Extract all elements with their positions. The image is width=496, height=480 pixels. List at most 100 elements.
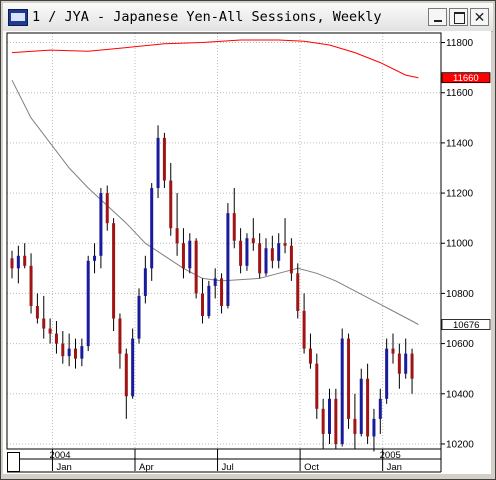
- candle-body: [220, 278, 224, 306]
- candle: [105, 185, 109, 231]
- candle: [188, 233, 192, 274]
- candle: [169, 162, 173, 236]
- candle-body: [194, 240, 198, 294]
- candle: [277, 233, 281, 269]
- x-tick-label: Jan: [387, 462, 402, 473]
- candle: [93, 243, 97, 274]
- candle-body: [289, 245, 293, 274]
- x-tick-label: Jan: [56, 462, 71, 473]
- candle: [35, 293, 39, 324]
- candle-body: [239, 240, 243, 266]
- y-tick-label: 11800: [446, 38, 474, 49]
- series-line-0: [11, 39, 419, 79]
- close-icon: ✕: [473, 9, 486, 25]
- candle: [359, 368, 363, 437]
- candle-body: [61, 343, 65, 357]
- window-title: 1 / JYA - Japanese Yen-All Sessions, Wee…: [32, 9, 382, 25]
- candle: [378, 388, 382, 434]
- plot-border: [6, 32, 442, 450]
- candle: [112, 218, 116, 332]
- grid: [7, 33, 441, 449]
- candle-body: [315, 363, 319, 409]
- candle: [232, 188, 236, 249]
- candle: [404, 338, 408, 379]
- candle-body: [372, 418, 376, 437]
- scroll-corner-box[interactable]: [7, 452, 20, 472]
- candle: [10, 250, 14, 279]
- candle: [118, 313, 122, 369]
- candle: [29, 253, 33, 314]
- candle: [315, 353, 319, 419]
- candle-body: [124, 353, 128, 397]
- candle-body: [328, 398, 331, 434]
- candle: [42, 295, 46, 339]
- plot-frame: [6, 32, 442, 473]
- candle-body: [245, 238, 249, 266]
- candle: [99, 188, 103, 269]
- candle-body: [359, 378, 363, 434]
- candle-body: [302, 310, 306, 349]
- candle: [80, 338, 84, 367]
- candle-body: [23, 255, 27, 266]
- candle: [270, 235, 274, 269]
- candle: [410, 348, 414, 394]
- y-tick-label: 10200: [446, 439, 474, 450]
- y-tick-label: 10400: [446, 389, 474, 400]
- chart-app-icon[interactable]: [8, 9, 28, 26]
- candle: [201, 278, 204, 324]
- candle: [23, 243, 27, 269]
- y-tick-label: 10600: [446, 339, 474, 350]
- candle-body: [131, 338, 135, 397]
- candle: [340, 328, 344, 447]
- candle: [181, 228, 185, 279]
- candle-body: [137, 295, 141, 339]
- candle: [397, 343, 401, 389]
- candle-body: [169, 180, 173, 229]
- candle-body: [181, 243, 185, 269]
- candle-body: [80, 346, 84, 359]
- price-markers: 11660 10676: [441, 72, 491, 331]
- candle-body: [321, 408, 325, 434]
- maximize-button[interactable]: [449, 8, 468, 26]
- candle-body: [410, 353, 414, 379]
- candle: [328, 388, 331, 444]
- candle: [251, 218, 255, 251]
- candle: [213, 268, 217, 299]
- candle-body: [143, 268, 147, 296]
- candle-body: [105, 193, 109, 224]
- candle-body: [54, 333, 58, 344]
- y-tick-label: 11200: [446, 189, 474, 200]
- price-marker-label: 11660: [453, 73, 479, 84]
- y-tick-label: 11600: [446, 88, 474, 99]
- candle-body: [175, 228, 179, 244]
- candle-body: [404, 353, 408, 374]
- close-button[interactable]: ✕: [470, 8, 489, 26]
- price-axis: 10200 10400 10600 10800 11000 11200 11400 11600…: [441, 38, 474, 450]
- candle-body: [308, 348, 312, 364]
- candle-body: [353, 418, 357, 434]
- candle-body: [277, 243, 281, 261]
- candle-body: [67, 348, 71, 357]
- candle: [372, 408, 376, 452]
- candle-body: [93, 255, 97, 261]
- candle: [143, 255, 147, 304]
- candle: [245, 233, 249, 271]
- candle-body: [118, 318, 122, 354]
- y-tick-label: 10800: [446, 289, 474, 300]
- candle: [226, 203, 230, 309]
- year-label: 2004: [49, 450, 70, 461]
- maximize-icon: [454, 12, 465, 24]
- candle: [131, 328, 135, 399]
- candle-body: [188, 240, 192, 269]
- candle-body: [99, 193, 103, 256]
- title-bar[interactable]: 1 / JYA - Japanese Yen-All Sessions, Wee…: [3, 3, 493, 32]
- price-marker-box: [441, 72, 491, 84]
- candle: [296, 263, 300, 319]
- candle: [137, 288, 141, 344]
- minimize-button[interactable]: [428, 8, 447, 26]
- candle-body: [86, 260, 90, 347]
- y-tick-label: 11400: [446, 138, 474, 149]
- candle: [321, 398, 325, 449]
